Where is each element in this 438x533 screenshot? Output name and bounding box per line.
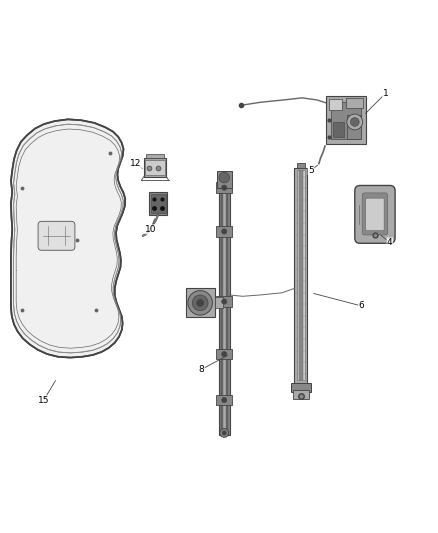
Circle shape: [219, 172, 230, 183]
Circle shape: [222, 351, 227, 357]
FancyBboxPatch shape: [38, 221, 75, 251]
Text: 12: 12: [130, 159, 141, 168]
Bar: [333, 122, 344, 138]
Text: 10: 10: [145, 225, 157, 234]
Bar: [346, 98, 363, 108]
Bar: [216, 226, 232, 237]
Text: 1: 1: [382, 89, 389, 98]
Bar: [326, 96, 366, 144]
Bar: [146, 154, 164, 158]
Circle shape: [222, 431, 226, 435]
Bar: [331, 102, 361, 140]
Circle shape: [220, 429, 229, 437]
Circle shape: [197, 300, 204, 306]
Bar: [151, 194, 166, 213]
Bar: [149, 192, 167, 215]
Polygon shape: [11, 119, 125, 358]
Bar: [328, 99, 342, 110]
Bar: [144, 158, 166, 177]
FancyBboxPatch shape: [355, 185, 395, 243]
Circle shape: [192, 295, 208, 311]
FancyBboxPatch shape: [362, 193, 388, 235]
Circle shape: [350, 118, 359, 126]
Bar: [294, 168, 307, 383]
Text: 15: 15: [38, 395, 49, 405]
Bar: [145, 160, 165, 175]
Bar: [291, 383, 311, 392]
Bar: [216, 349, 232, 359]
Circle shape: [222, 398, 227, 403]
Bar: [217, 171, 232, 188]
Bar: [221, 173, 228, 434]
Bar: [223, 173, 226, 434]
Bar: [216, 395, 232, 405]
Circle shape: [222, 299, 227, 304]
Text: 6: 6: [358, 302, 364, 310]
Bar: [219, 172, 230, 435]
Bar: [216, 296, 232, 307]
Bar: [299, 170, 303, 381]
Text: 5: 5: [308, 166, 314, 175]
Bar: [297, 163, 305, 168]
Bar: [297, 170, 305, 381]
Circle shape: [222, 185, 227, 190]
Bar: [215, 297, 223, 308]
Circle shape: [222, 229, 227, 234]
Circle shape: [188, 290, 212, 315]
Bar: [186, 288, 215, 317]
Circle shape: [347, 114, 363, 130]
Text: 4: 4: [387, 238, 392, 247]
Text: 8: 8: [198, 365, 205, 374]
Bar: [216, 182, 232, 193]
Bar: [347, 115, 361, 140]
Bar: [293, 391, 309, 399]
FancyBboxPatch shape: [366, 198, 384, 231]
